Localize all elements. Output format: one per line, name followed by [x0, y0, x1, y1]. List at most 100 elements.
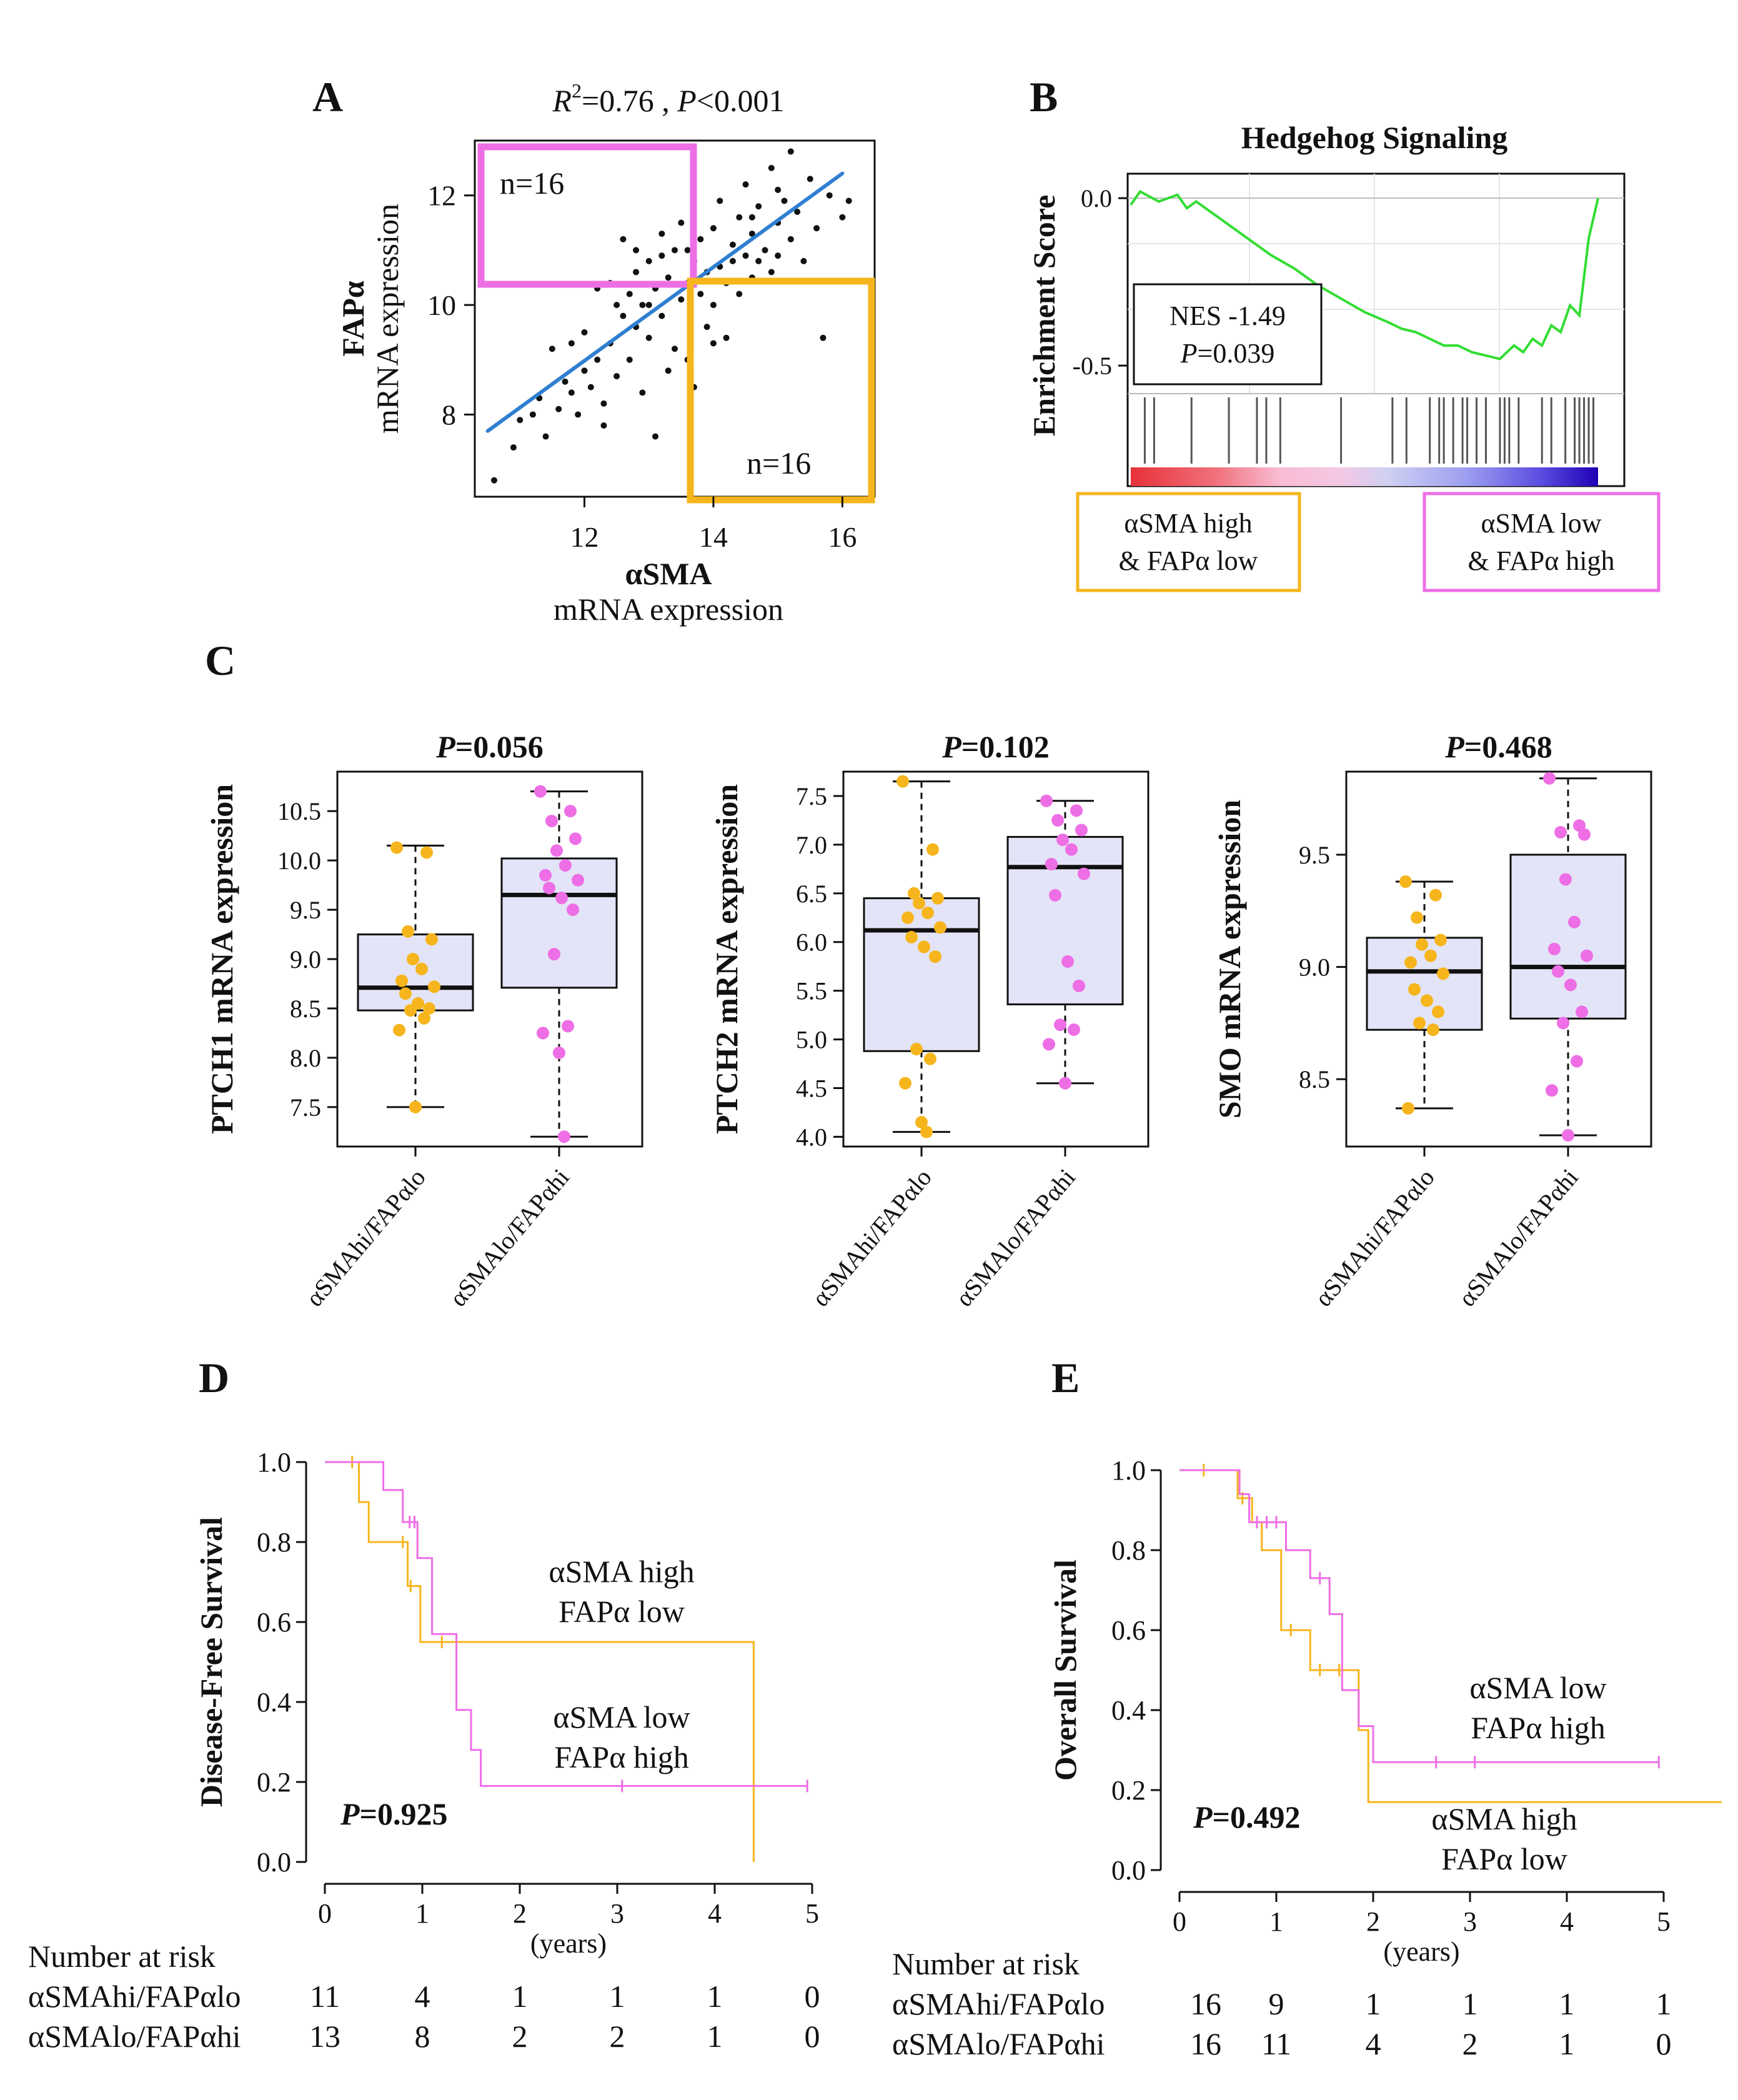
- x-tick-label: 1: [415, 1898, 429, 1929]
- panel-a-ylabel-2: mRNA expression: [370, 204, 405, 434]
- box-point: [539, 868, 552, 882]
- panel-a-regression-line: [485, 171, 845, 433]
- scatter-point: [555, 406, 562, 412]
- box-point: [395, 974, 408, 987]
- panel-a-quadrant-box-high: [477, 143, 697, 288]
- box-point: [905, 930, 918, 943]
- risk-table-value: 16: [1190, 2026, 1221, 2061]
- km-pvalue-rest: =0.492: [1213, 1799, 1301, 1834]
- boxplot-1: P=0.056 7.5 8.0 8.5 9.0 9.5 10.0 10.5 PTCH1 mRNA…: [204, 729, 643, 1312]
- scatter-point: [600, 422, 607, 429]
- box-point: [1054, 1018, 1066, 1032]
- box-point: [1546, 1084, 1558, 1097]
- box-point: [572, 873, 584, 887]
- x-category-label: αSMAhi/FAPαlo: [300, 1163, 431, 1312]
- x-tick-label: 4: [1560, 1906, 1574, 1937]
- box-point: [393, 1023, 405, 1037]
- scatter-point: [490, 477, 497, 484]
- y-tick-label: 7.0: [796, 831, 827, 859]
- panel-d: 0.0 0.2 0.4 0.6 0.8 1.0 0 1 2 3 4 5 (years) Disease-F…: [28, 1447, 820, 2054]
- y-tick-label: 0.6: [257, 1607, 291, 1638]
- scatter-point: [678, 296, 685, 303]
- scatter-point: [672, 247, 678, 254]
- scatter-point: [626, 356, 633, 363]
- box-point: [1411, 911, 1423, 924]
- scatter-point: [639, 389, 646, 396]
- panel-label-b: B: [1030, 73, 1058, 121]
- scatter-point: [794, 209, 801, 215]
- box-point: [913, 897, 925, 910]
- x-tick-label: 0: [1173, 1906, 1186, 1937]
- scatter-point: [562, 378, 569, 385]
- risk-table-value: 0: [805, 1979, 820, 2014]
- box-point: [550, 844, 563, 857]
- risk-table-value: 1: [1656, 1986, 1672, 2021]
- risk-table-value: 8: [415, 2019, 430, 2054]
- scatter-point: [710, 302, 717, 309]
- km-pvalue-p: P: [340, 1796, 360, 1831]
- box-point: [1073, 979, 1085, 992]
- y-tick-label: 6.0: [796, 928, 827, 957]
- panel-b-legend-box-right: [1423, 492, 1661, 592]
- boxplot-ylabel: SMO mRNA expression: [1212, 800, 1247, 1118]
- risk-table-row-label: αSMAlo/FAPαhi: [892, 2026, 1105, 2061]
- panel-label-a: A: [312, 73, 343, 121]
- box-point: [390, 841, 403, 854]
- box-group-1: αSMAhi/FAPαlo: [300, 841, 474, 1312]
- box-point: [934, 921, 946, 934]
- scatter-point: [729, 241, 736, 248]
- km-ylabel: Overall Survival: [1048, 1560, 1083, 1781]
- risk-table-value: 2: [610, 2019, 625, 2054]
- box-point: [1557, 1017, 1569, 1030]
- panel-a-quadrant-box-low: [687, 277, 875, 504]
- scatter-point: [645, 257, 652, 264]
- panel-b-legend-box-left: [1076, 492, 1301, 592]
- panel-b-nes: NES -1.49: [1169, 301, 1286, 331]
- x-category-label: αSMAlo/FAPαhi: [1452, 1163, 1584, 1312]
- scatter-point: [613, 302, 620, 309]
- box-point: [896, 775, 909, 788]
- box-point: [1399, 875, 1412, 888]
- panel-b-enrichment-curve: [1130, 189, 1599, 361]
- km-ylabel: Disease-Free Survival: [194, 1517, 229, 1807]
- risk-table-value: 0: [805, 2019, 820, 2054]
- scatter-point: [787, 236, 794, 242]
- box-point: [915, 1116, 928, 1129]
- risk-table-row-label: αSMAlo/FAPαhi: [28, 2019, 241, 2054]
- box-point: [1421, 994, 1433, 1007]
- scatter-point: [775, 252, 782, 259]
- scatter-point: [742, 252, 749, 259]
- x-tick-label: 4: [708, 1898, 722, 1929]
- box-point: [1068, 1023, 1080, 1036]
- x-tick-label: 5: [1657, 1906, 1671, 1937]
- scatter-point: [645, 302, 652, 309]
- box-point: [553, 1047, 565, 1059]
- scatter-point: [807, 176, 813, 182]
- scatter-point: [517, 417, 524, 424]
- scatter-point: [665, 274, 672, 281]
- scatter-point: [684, 247, 691, 254]
- panel-b-pvalue: P=0.039: [1180, 338, 1275, 369]
- y-tick-label: 1.0: [1111, 1455, 1146, 1486]
- y-tick-label: 0.2: [1111, 1775, 1146, 1806]
- risk-table-value: 1: [707, 1979, 723, 2014]
- scatter-point: [581, 329, 588, 336]
- scatter-point: [613, 373, 620, 380]
- panel-a-x-tick-label: 16: [828, 521, 857, 553]
- boxplot-title: P=0.102: [941, 729, 1050, 764]
- boxplot-frame: [1345, 770, 1652, 1148]
- box-point: [1568, 915, 1581, 928]
- scatter-point: [581, 367, 588, 374]
- x-category-label: αSMAhi/FAPαlo: [806, 1163, 937, 1312]
- box-group-1: αSMAhi/FAPαlo: [806, 775, 980, 1312]
- scatter-point: [620, 236, 627, 242]
- box-point: [929, 950, 941, 963]
- box-point: [534, 785, 547, 798]
- boxplot-title-value: =0.468: [1464, 729, 1552, 764]
- x-category-label: αSMAlo/FAPαhi: [444, 1163, 575, 1312]
- box-point: [543, 882, 555, 895]
- boxplot-title-p: P: [1444, 729, 1464, 764]
- box-point: [418, 1012, 430, 1025]
- box-point: [1043, 1038, 1055, 1051]
- scatter-point: [594, 356, 601, 363]
